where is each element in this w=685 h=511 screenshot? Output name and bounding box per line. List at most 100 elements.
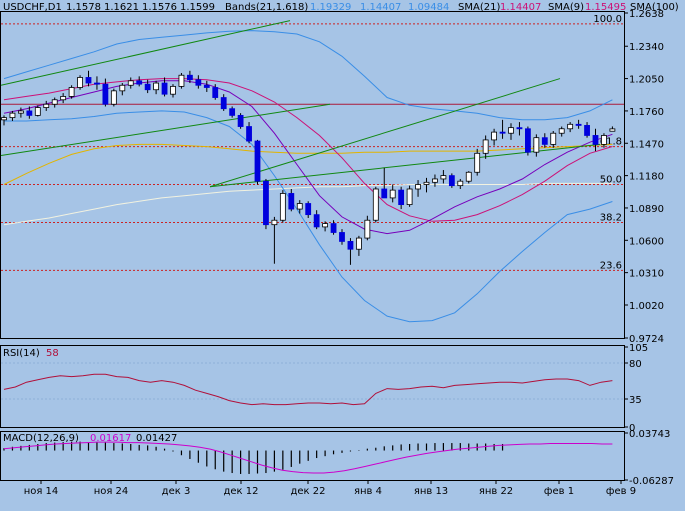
header-sma21-value: 1.14407 — [500, 2, 541, 13]
x-tick-label: ноя 24 — [94, 486, 129, 497]
bull-candle — [389, 189, 396, 199]
bear-candle — [254, 140, 261, 182]
bear-candle — [339, 232, 345, 242]
bull-candle — [110, 90, 117, 105]
bear-candle — [448, 175, 455, 187]
rsi-tick-label: 80 — [629, 359, 642, 370]
bull-candle — [34, 107, 41, 116]
bull-candle — [474, 152, 481, 173]
macd-frame — [0, 431, 625, 481]
rsi-line — [3, 373, 613, 406]
price-tick-label: 1.0600 — [629, 236, 664, 247]
bear-candle — [161, 82, 168, 95]
bull-candle — [372, 188, 379, 221]
fib-label: 38.2 — [600, 212, 622, 223]
macd-value-main: 0.01617 — [90, 433, 131, 444]
rsi-tick-label: 105 — [629, 343, 648, 354]
bear-candle — [263, 180, 269, 226]
macd-title: MACD(12,26,9) — [3, 433, 79, 444]
bull-candle — [423, 181, 430, 185]
macd-tick-label: 0.03743 — [629, 429, 670, 440]
x-tick-label: янв 22 — [479, 486, 513, 497]
bear-candle — [499, 131, 506, 134]
bear-candle — [237, 114, 244, 127]
header-bands-middle: 1.14407 — [360, 2, 401, 13]
bull-candle — [508, 127, 514, 134]
header-open: 1.1578 — [66, 2, 101, 13]
header-sma100-label: SMA(100) — [630, 2, 679, 13]
rsi-tick-label: 0 — [629, 423, 635, 434]
bands-upper-line — [3, 30, 613, 121]
bear-candle — [144, 83, 151, 91]
bull-candle — [567, 123, 574, 130]
axis-layer: 1.2638 1.2340 1.2050 1.1760 1.1470 1.1180 1.08… — [24, 9, 674, 497]
bull-candle — [77, 77, 83, 88]
trend-line — [0, 103, 331, 157]
trend-line — [0, 20, 291, 86]
x-tick-label: ноя 14 — [24, 486, 59, 497]
price-tick-label: 1.0020 — [629, 301, 664, 312]
bear-candle — [195, 79, 202, 86]
bull-candle — [406, 188, 413, 206]
price-tick-label: 1.2638 — [629, 9, 664, 20]
fib-label: 23.6 — [600, 260, 622, 271]
x-tick-label: дек 3 — [162, 486, 191, 497]
bull-candle — [440, 175, 447, 180]
header-high: 1.1621 — [104, 2, 139, 13]
bear-candle — [246, 126, 252, 142]
bull-candle — [51, 99, 58, 105]
bull-candle — [127, 80, 134, 86]
macd-panel: MACD(12,26,9) 0.01617 0.01427 — [3, 433, 613, 474]
bull-candle — [153, 82, 160, 91]
x-tick-label: янв 13 — [414, 486, 448, 497]
rsi-frame — [0, 345, 625, 428]
rsi-panel: RSI(14) 58 — [1, 348, 624, 406]
bull-candle — [178, 74, 185, 87]
bear-candle — [136, 80, 143, 85]
price-tick-label: 1.2340 — [629, 42, 664, 53]
fib-label: 50.0 — [600, 175, 622, 186]
price-frame — [0, 11, 625, 339]
header-sma21-label: SMA(21) — [458, 2, 500, 13]
bear-candle — [516, 127, 523, 130]
fib-label: 61.8 — [600, 137, 622, 148]
bull-candle — [364, 219, 371, 239]
bear-candle — [186, 74, 193, 81]
price-panel: 100.0 61.8 50.0 38.2 23.6 — [0, 14, 624, 323]
bear-candle — [381, 188, 388, 199]
macd-value-signal: 0.01427 — [136, 433, 177, 444]
bull-candle — [558, 128, 565, 134]
x-tick-label: дек 22 — [290, 486, 325, 497]
bull-candle — [279, 193, 286, 221]
bull-candle — [17, 110, 24, 114]
bull-candle — [355, 237, 362, 250]
bear-candle — [305, 203, 312, 216]
bull-candle — [60, 96, 67, 101]
bull-candle — [601, 135, 607, 145]
fib-label: 100.0 — [593, 14, 622, 25]
bull-candle — [457, 180, 464, 187]
rsi-value: 58 — [46, 348, 59, 359]
bear-candle — [313, 214, 320, 228]
header-symbol: USDCHF,D1 — [3, 2, 62, 13]
bear-candle — [541, 137, 548, 145]
price-tick-label: 1.1760 — [629, 107, 664, 118]
bear-candle — [575, 123, 582, 126]
x-tick-label: дек 12 — [223, 486, 258, 497]
header-sma9-label: SMA(9) — [548, 2, 584, 13]
bull-candle — [609, 128, 616, 132]
bear-candle — [220, 97, 227, 110]
bull-candle — [119, 84, 126, 92]
macd-tick-label: -0.06287 — [629, 476, 674, 487]
header-close: 1.1599 — [180, 2, 215, 13]
bear-candle — [347, 241, 354, 250]
header-bands-lower: 1.09484 — [408, 2, 449, 13]
header-bar: USDCHF,D1 1.1578 1.1621 1.1576 1.1599 Bands(2… — [3, 2, 679, 13]
price-tick-label: 1.0310 — [629, 269, 664, 280]
bear-candle — [525, 128, 531, 153]
bear-candle — [94, 82, 100, 85]
bull-candle — [271, 219, 278, 226]
x-tick-label: фев 1 — [544, 486, 574, 497]
price-tick-label: 1.1180 — [629, 172, 664, 183]
